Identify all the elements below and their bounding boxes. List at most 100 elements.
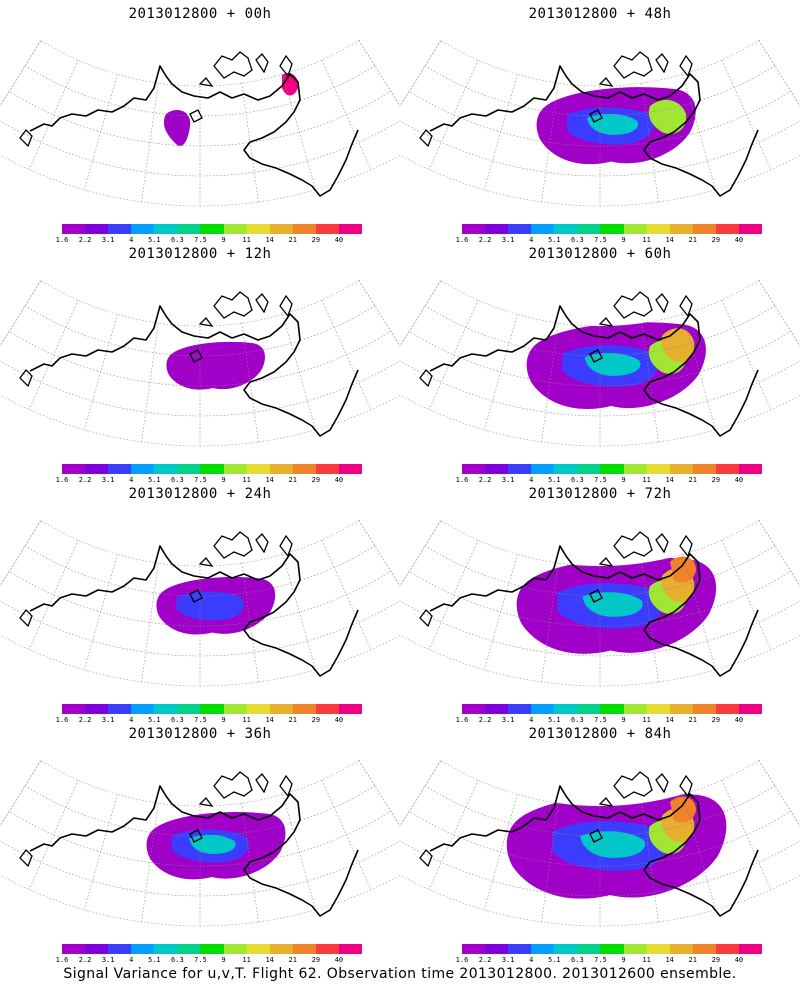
island-outline (589, 589, 603, 603)
colorbar-swatch (108, 944, 132, 954)
colorbar-swatch (108, 704, 132, 714)
colorbar-swatch (508, 464, 532, 474)
colorbar-label: 1.6 (455, 716, 469, 724)
colorbar-label: 40 (334, 956, 344, 964)
colorbar-label: 29 (711, 716, 721, 724)
island-outline (613, 771, 653, 799)
colorbar-label: 6.3 (571, 236, 584, 244)
island-outline (419, 369, 433, 388)
colorbar-swatch (315, 224, 340, 234)
colorbar-label: 5.1 (547, 716, 561, 724)
parallel-line (400, 600, 800, 657)
colorbar-label: 7.5 (594, 236, 607, 244)
island-outline (189, 589, 203, 603)
colorbar-label: 14 (665, 716, 674, 724)
map-boundary (400, 520, 800, 687)
polar-map (400, 40, 800, 207)
island-outline (589, 349, 603, 363)
colorbar-swatch (669, 464, 694, 474)
colorbar-label: 11 (642, 716, 651, 724)
parallel-line (9, 571, 391, 627)
coastline (29, 785, 359, 917)
colorbar-swatch (154, 464, 178, 474)
meridian-line (358, 760, 400, 827)
parallel-line (0, 120, 400, 177)
variance-contour (584, 353, 641, 376)
island-outline (189, 109, 203, 123)
meridian-line (758, 40, 800, 107)
colorbar-label: 9 (221, 236, 226, 244)
colorbar-swatch (485, 704, 509, 714)
colorbar-swatch (292, 224, 317, 234)
colorbar-swatch (738, 704, 763, 714)
island-outline (655, 773, 669, 794)
parallel-line (0, 360, 400, 417)
colorbar-swatch (623, 944, 648, 954)
island-outline (589, 829, 603, 843)
colorbar-label: 29 (711, 956, 721, 964)
colorbar-swatch (462, 944, 486, 954)
forecast-panel: 2013012800 + 84h 1.6 2.2 3.1 4 5.1 6.3 7.5 9 11 14… (400, 720, 800, 965)
variance-contour (176, 591, 245, 621)
colorbar-swatch (554, 944, 578, 954)
island-outline (679, 54, 693, 78)
colorbar-swatch (269, 944, 294, 954)
colorbar-label: 29 (311, 956, 321, 964)
parallel-line (400, 120, 800, 177)
parallel-line (0, 840, 400, 897)
colorbar-swatch (338, 704, 363, 714)
colorbar-swatch (131, 704, 155, 714)
colorbar-swatch (223, 464, 248, 474)
variance-contour (580, 831, 646, 858)
variance-contour (670, 556, 696, 583)
meridian-line (400, 280, 442, 347)
island-outline (655, 53, 669, 74)
island-outline (255, 53, 269, 74)
colorbar-label: 40 (734, 236, 744, 244)
colorbar-label: 40 (334, 716, 344, 724)
colorbar-label: 5.1 (547, 956, 561, 964)
meridian-line (358, 280, 400, 347)
forecast-panel: 2013012800 + 72h 1.6 2.2 3.1 4 5.1 6.3 7.5 9 11 14… (400, 480, 800, 725)
colorbar-label: 40 (734, 476, 744, 484)
variance-contour (282, 72, 299, 96)
colorbar-swatch (131, 464, 155, 474)
colorbar-swatch (669, 704, 694, 714)
colorbar-label: 11 (242, 956, 251, 964)
meridian-line (141, 563, 159, 682)
colorbar-label: 3.1 (101, 476, 115, 484)
meridian-line (282, 554, 317, 670)
meridian-line (28, 779, 79, 890)
panel-title: 2013012800 + 60h (528, 246, 672, 262)
parallel-line (400, 840, 800, 897)
colorbar-label: 1.6 (455, 956, 469, 964)
colorbar-swatch (508, 224, 532, 234)
colorbar-swatch (315, 704, 340, 714)
island-outline (419, 849, 433, 868)
colorbar-swatch (738, 224, 763, 234)
colorbar-swatch (108, 224, 132, 234)
meridian-line (0, 760, 42, 827)
colorbar-label: 11 (242, 716, 251, 724)
meridian-line (400, 520, 442, 587)
colorbar-label: 40 (734, 956, 744, 964)
colorbar-label: 4 (129, 476, 134, 484)
colorbar-label: 3.1 (101, 716, 115, 724)
colorbar-swatch (738, 944, 763, 954)
parallel-line (400, 360, 800, 417)
panel-title: 2013012800 + 36h (128, 726, 272, 742)
colorbar-label: 4 (529, 716, 534, 724)
panel-title: 2013012800 + 00h (128, 6, 272, 22)
colorbar-label: 3.1 (101, 956, 115, 964)
panel-title: 2013012800 + 12h (128, 246, 272, 262)
colorbar-label: 11 (642, 236, 651, 244)
colorbar-swatch (646, 944, 671, 954)
colorbar-swatch (108, 464, 132, 474)
island-outline (255, 773, 269, 794)
colorbar-label: 6.3 (171, 236, 184, 244)
parallel-line (9, 91, 391, 147)
colorbar-label: 7.5 (194, 476, 207, 484)
colorbar-label: 14 (265, 236, 274, 244)
colorbar-label: 21 (688, 236, 697, 244)
coastline (429, 65, 759, 197)
